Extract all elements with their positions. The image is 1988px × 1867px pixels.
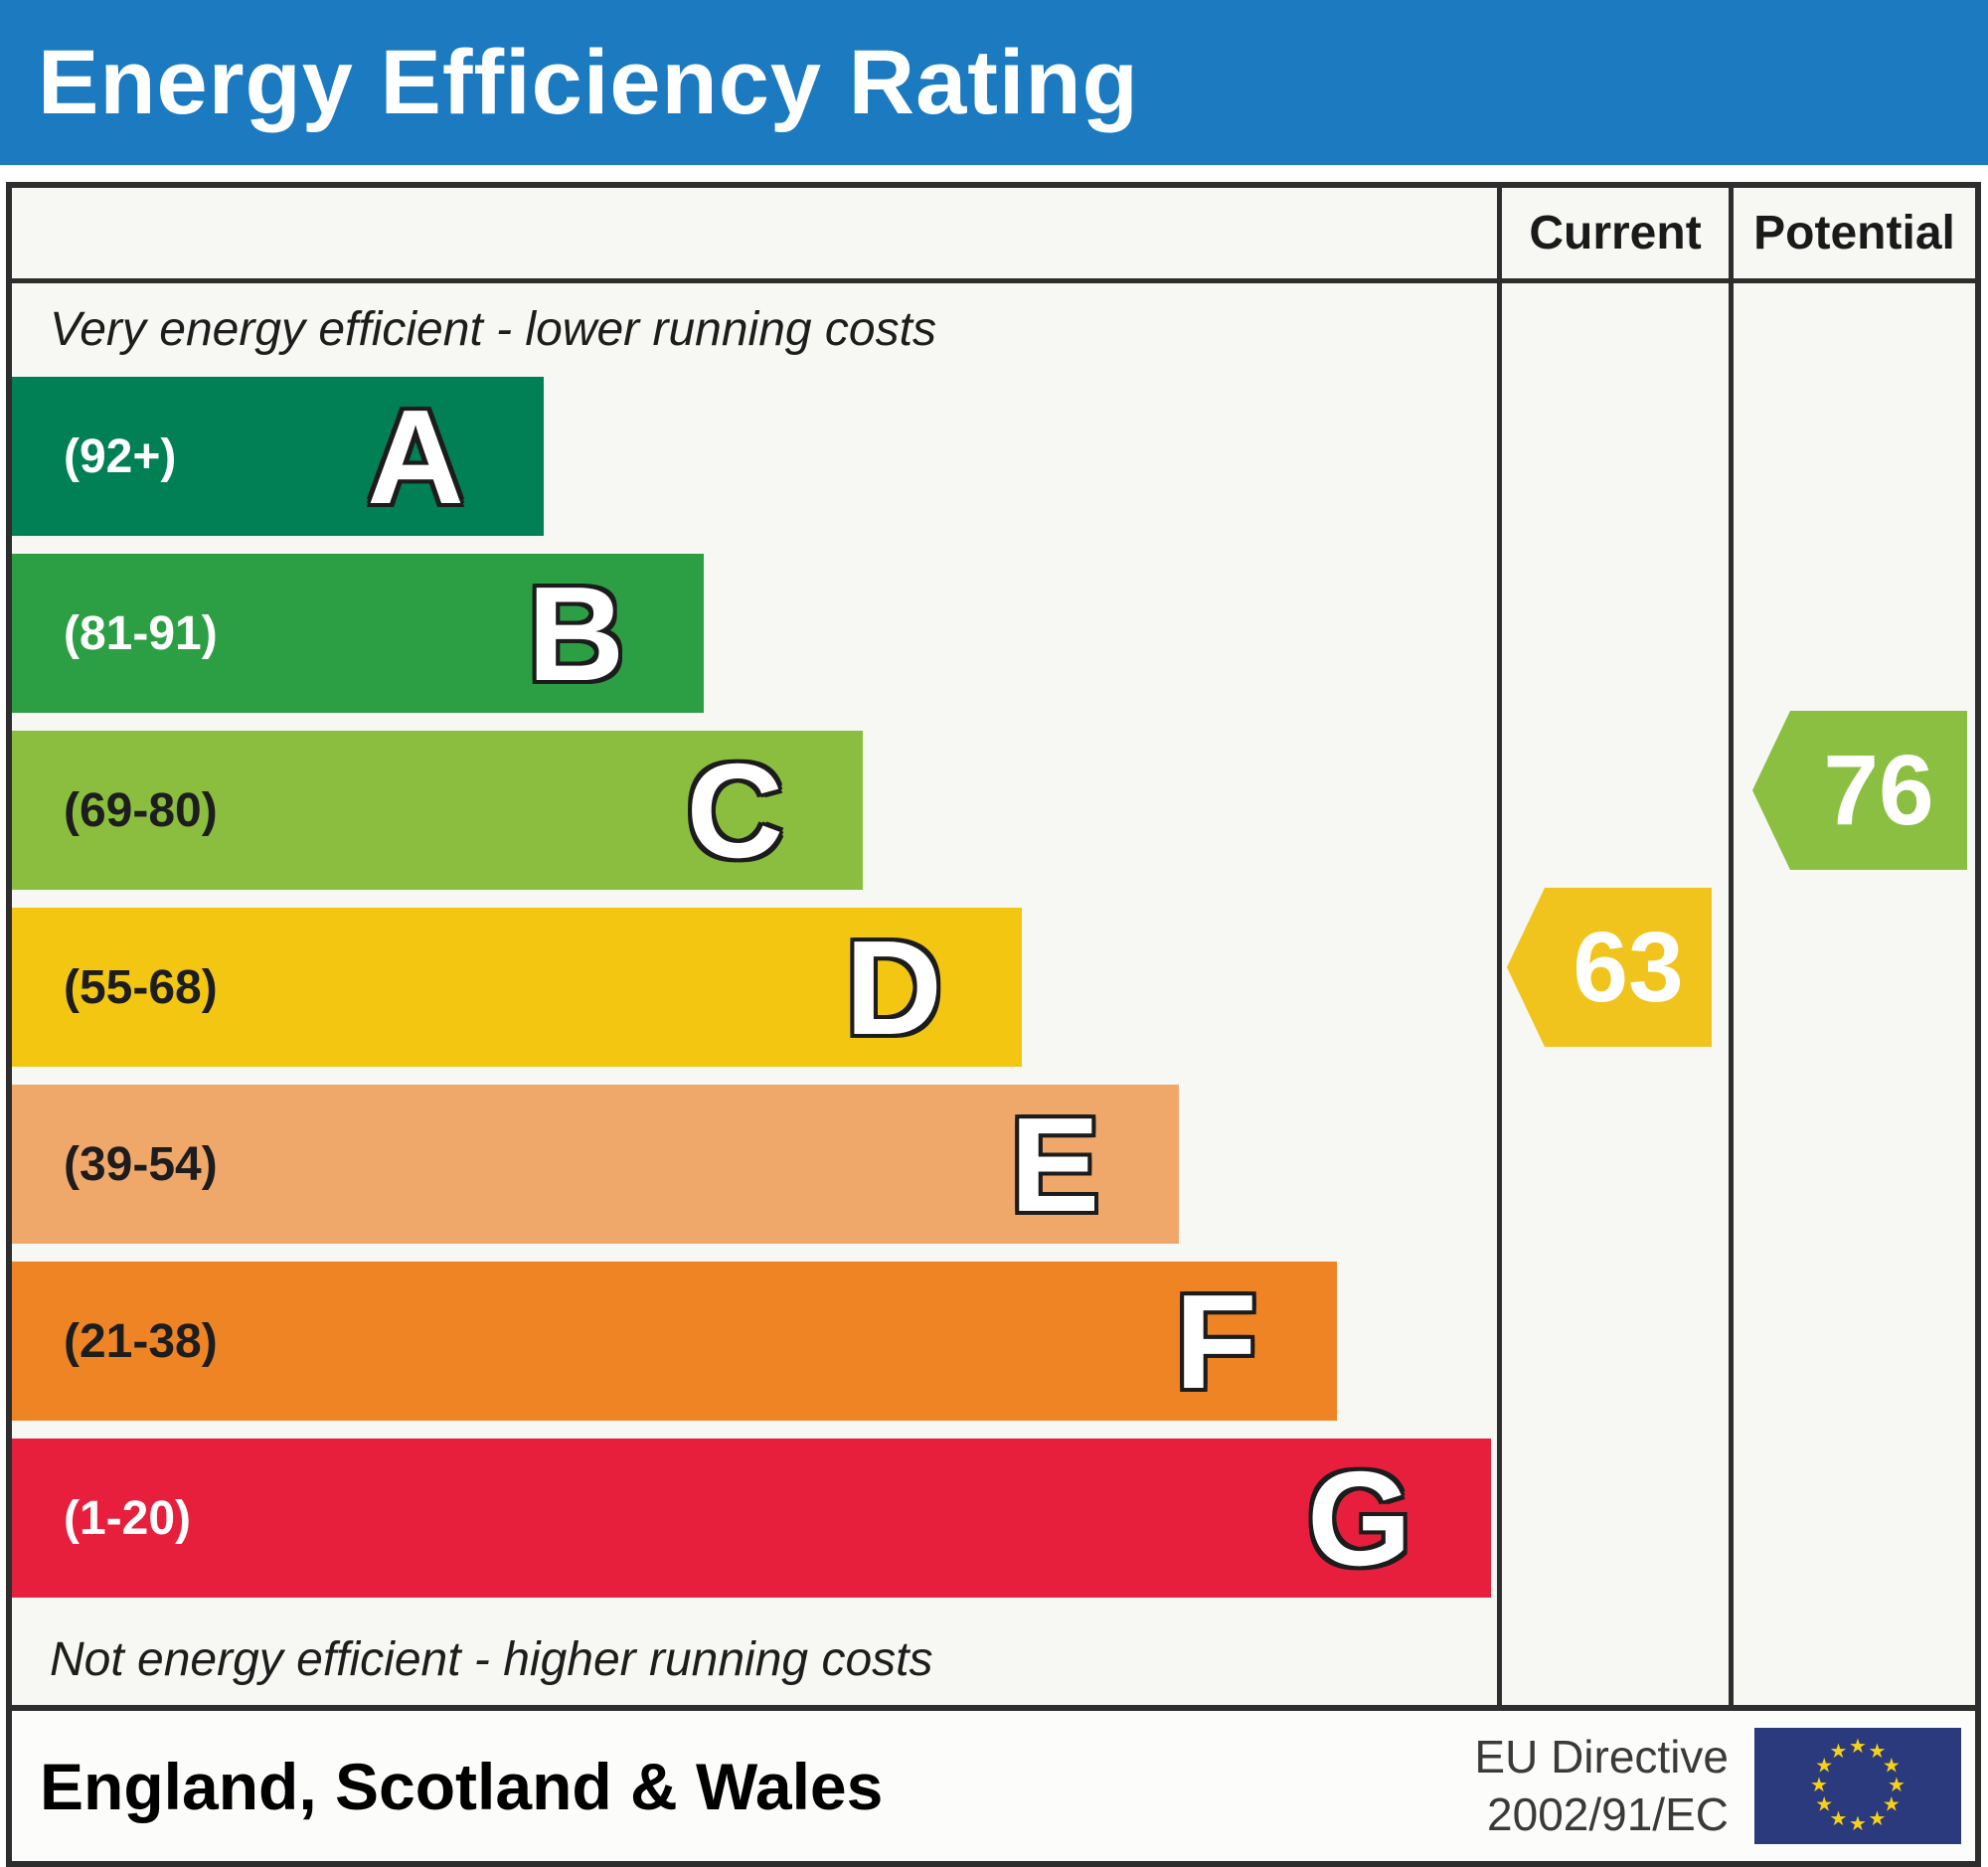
page-title: Energy Efficiency Rating	[38, 31, 1139, 133]
svg-text:★: ★	[1869, 1739, 1887, 1763]
svg-text:★: ★	[1810, 1773, 1828, 1796]
epc-table: Current Potential Very energy efficient …	[6, 182, 1981, 1867]
current-column-cell	[1497, 1437, 1729, 1613]
top-caption-cell: Very energy efficient - lower running co…	[12, 283, 1497, 375]
eu-flag-stars: ★ ★ ★ ★ ★ ★ ★ ★ ★ ★ ★ ★	[1810, 1734, 1905, 1835]
svg-text:★: ★	[1888, 1773, 1905, 1796]
potential-column-cell	[1729, 1083, 1975, 1260]
potential-arrow-body: 76	[1790, 711, 1967, 870]
current-column-cell	[1497, 552, 1729, 729]
band-row-g: (1-20) G	[12, 1437, 1497, 1613]
svg-text:★: ★	[1883, 1754, 1901, 1778]
current-arrow: 63	[1507, 888, 1712, 1047]
potential-column-cell	[1729, 375, 1975, 552]
current-header-label: Current	[1529, 207, 1702, 259]
current-column-cell: 63	[1497, 888, 1729, 1083]
potential-rating-marker: 76	[1752, 711, 1967, 870]
current-column-cell	[1497, 1260, 1729, 1437]
band-letter-e: E	[1010, 1089, 1100, 1240]
svg-text:★: ★	[1869, 1806, 1887, 1830]
band-row-d: (55-68) D	[12, 906, 1497, 1083]
current-column-cell	[1497, 1083, 1729, 1260]
band-letter-f: F	[1175, 1266, 1257, 1417]
svg-text:★: ★	[1830, 1806, 1848, 1830]
band-range-e: (39-54)	[64, 1137, 218, 1191]
title-bar: Energy Efficiency Rating	[0, 0, 1988, 165]
band-range-d: (55-68)	[64, 960, 218, 1014]
band-letter-c: C	[686, 735, 784, 886]
column-header-current: Current	[1497, 188, 1729, 283]
potential-column-cell	[1729, 906, 1975, 1083]
current-rating-value: 63	[1573, 911, 1684, 1023]
potential-header-label: Potential	[1753, 207, 1955, 259]
eu-flag-field	[1754, 1728, 1961, 1844]
eu-directive-line2: 2002/91/EC	[1487, 1787, 1729, 1840]
current-column-cell	[1497, 729, 1729, 906]
svg-text:★: ★	[1815, 1792, 1833, 1816]
band-letter-g: G	[1307, 1443, 1412, 1594]
band-bar-b: (81-91) B	[12, 554, 705, 713]
potential-column-cell	[1729, 1260, 1975, 1437]
svg-text:★: ★	[1830, 1739, 1848, 1763]
potential-column-cell	[1729, 1613, 1975, 1705]
band-row-a: (92+) A	[12, 375, 1497, 552]
svg-text:★: ★	[1815, 1754, 1833, 1778]
footer: England, Scotland & Wales EU Directive 2…	[12, 1711, 1975, 1861]
potential-rating-value: 76	[1823, 734, 1934, 846]
potential-column-cell: 76	[1729, 711, 1975, 906]
band-range-g: (1-20)	[64, 1491, 192, 1545]
band-bar-e: (39-54) E	[12, 1085, 1180, 1244]
band-range-f: (21-38)	[64, 1314, 218, 1368]
current-arrow-body: 63	[1545, 888, 1712, 1047]
band-range-b: (81-91)	[64, 606, 218, 660]
rating-grid: Current Potential Very energy efficient …	[12, 188, 1975, 1711]
column-header-potential: Potential	[1729, 188, 1975, 283]
band-range-a: (92+)	[64, 429, 177, 483]
band-letter-b: B	[527, 558, 625, 709]
band-row-c: (69-80) C	[12, 729, 1497, 906]
band-letter-a: A	[367, 381, 464, 532]
svg-text:★: ★	[1849, 1811, 1867, 1835]
current-column-cell	[1497, 1613, 1729, 1705]
band-range-c: (69-80)	[64, 783, 218, 837]
band-letter-d: D	[845, 912, 942, 1063]
svg-text:★: ★	[1849, 1734, 1867, 1758]
eu-flag-icon: ★ ★ ★ ★ ★ ★ ★ ★ ★ ★ ★ ★	[1754, 1728, 1961, 1844]
current-rating-marker: 63	[1507, 888, 1712, 1047]
band-row-b: (81-91) B	[12, 552, 1497, 729]
footer-region-label: England, Scotland & Wales	[40, 1749, 884, 1823]
current-arrow-tip	[1507, 888, 1545, 1047]
svg-text:★: ★	[1883, 1792, 1901, 1816]
potential-column-cell	[1729, 283, 1975, 375]
band-bar-d: (55-68) D	[12, 908, 1022, 1067]
potential-column-cell	[1729, 1437, 1975, 1613]
band-row-e: (39-54) E	[12, 1083, 1497, 1260]
band-bar-a: (92+) A	[12, 377, 544, 536]
band-bar-g: (1-20) G	[12, 1439, 1492, 1598]
current-column-cell	[1497, 375, 1729, 552]
bottom-caption: Not energy efficient - higher running co…	[50, 1632, 933, 1686]
current-column-cell	[1497, 283, 1729, 375]
bottom-caption-cell: Not energy efficient - higher running co…	[12, 1613, 1497, 1705]
potential-arrow-tip	[1752, 711, 1790, 870]
top-caption: Very energy efficient - lower running co…	[50, 302, 936, 356]
band-row-f: (21-38) F	[12, 1260, 1497, 1437]
potential-arrow: 76	[1752, 711, 1967, 870]
band-bar-c: (69-80) C	[12, 731, 864, 890]
potential-column-cell	[1729, 552, 1975, 729]
eu-directive-label: EU Directive 2002/91/EC	[1474, 1729, 1729, 1843]
header-spacer	[12, 188, 1497, 283]
eu-directive-line1: EU Directive	[1474, 1731, 1729, 1782]
band-bar-f: (21-38) F	[12, 1262, 1337, 1421]
